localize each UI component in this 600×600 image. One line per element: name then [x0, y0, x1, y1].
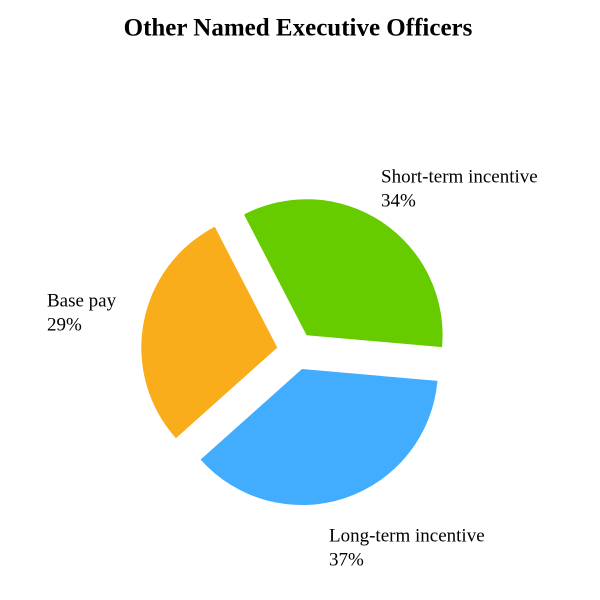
slice-value-label: 37% — [329, 549, 364, 570]
slice-label: Base pay — [47, 290, 117, 311]
chart-title: Other Named Executive Officers — [124, 15, 473, 42]
slice-value-label: 29% — [47, 314, 82, 335]
pie-slice — [200, 369, 438, 506]
pie-slice — [141, 226, 278, 439]
slice-label: Short-term incentive — [381, 166, 538, 187]
slice-label: Long-term incentive — [329, 525, 485, 546]
pie-slice — [244, 199, 443, 348]
slice-value-label: 34% — [381, 190, 416, 211]
